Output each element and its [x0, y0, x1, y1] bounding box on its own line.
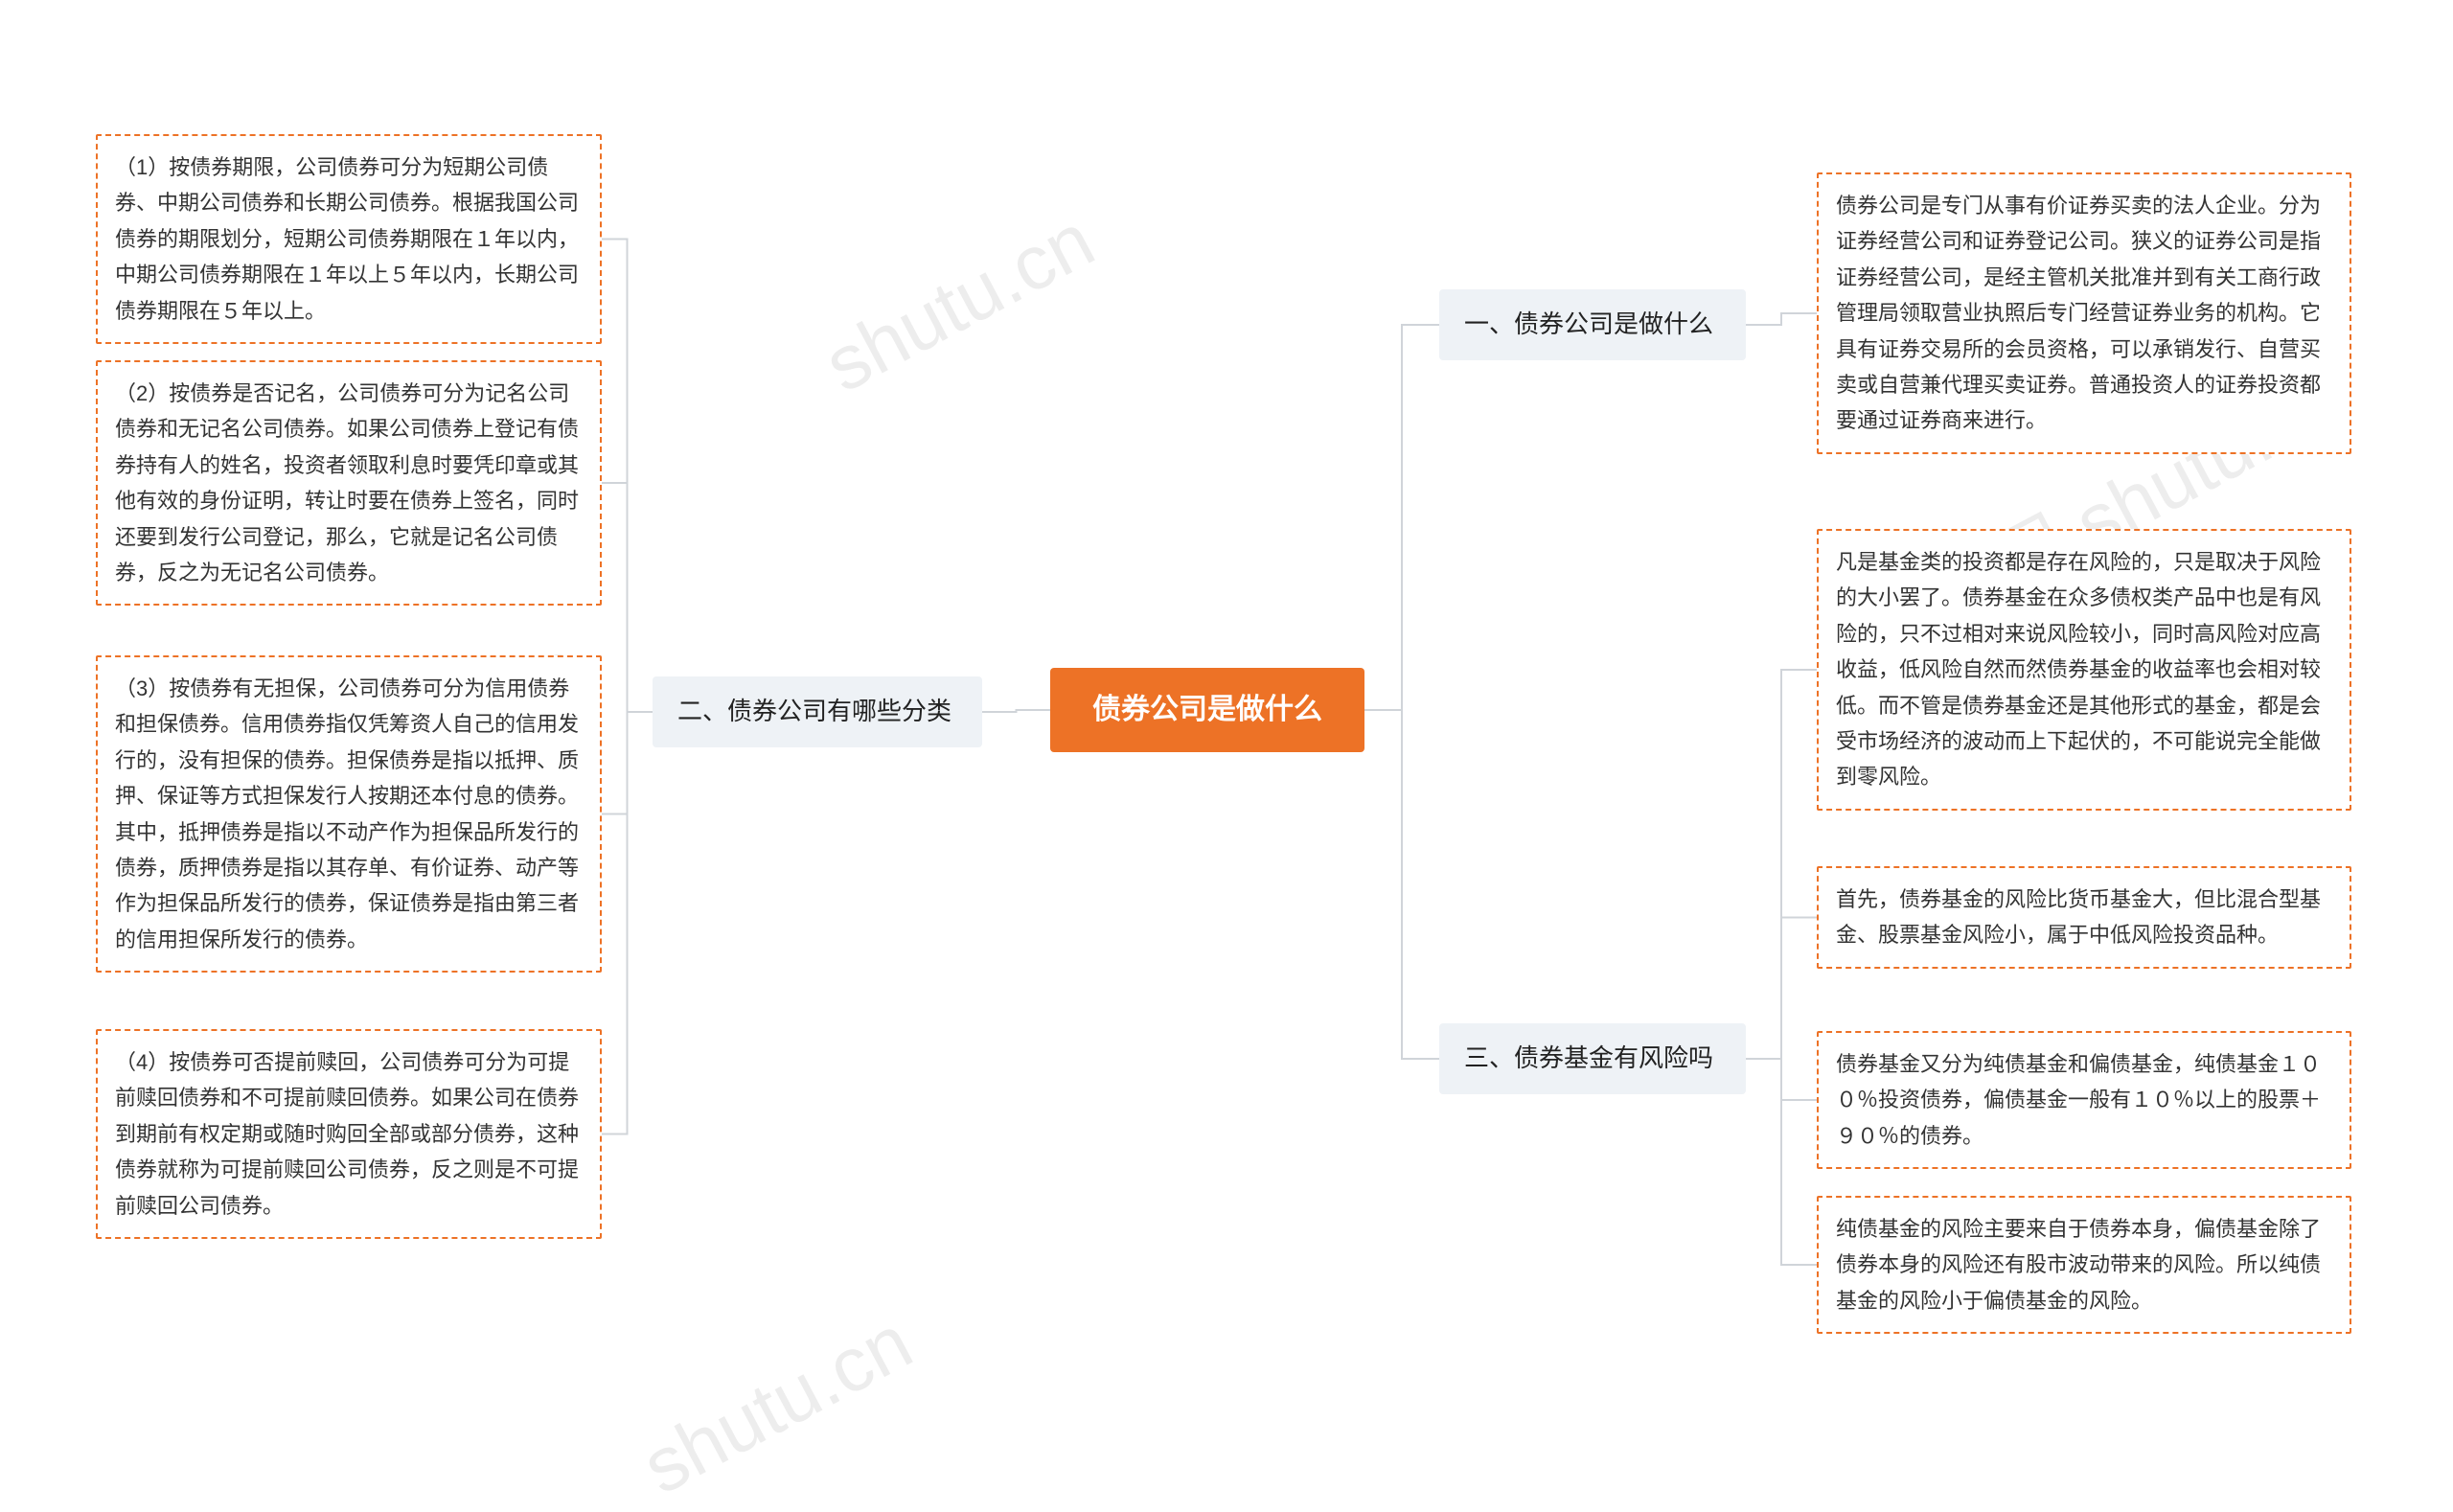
mindmap-canvas: 树图 shutu.cnshutu.cnshutu.cn树图 shutu.cn 债… — [0, 0, 2453, 1404]
classification-leaf-1[interactable]: （1）按债券期限，公司债券可分为短期公司债券、中期公司债券和长期公司债券。根据我… — [96, 134, 602, 344]
watermark: shutu.cn — [629, 1297, 926, 1511]
fund-risk-leaf-4[interactable]: 纯债基金的风险主要来自于债券本身，偏债基金除了债券本身的风险还有股市波动带来的风… — [1817, 1196, 2351, 1334]
classification-leaf-4[interactable]: （4）按债券可否提前赎回，公司债券可分为可提前赎回债券和不可提前赎回债券。如果公… — [96, 1029, 602, 1239]
classification-leaf-3[interactable]: （3）按债券有无担保，公司债券可分为信用债券和担保债券。信用债券指仅凭筹资人自己… — [96, 655, 602, 973]
root-node[interactable]: 债券公司是做什么 — [1050, 668, 1364, 752]
fund-risk-leaf-1[interactable]: 凡是基金类的投资都是存在风险的，只是取决于风险的大小罢了。债券基金在众多债权类产… — [1817, 529, 2351, 811]
branch-fund-risk[interactable]: 三、债券基金有风险吗 — [1439, 1023, 1746, 1094]
fund-risk-leaf-2[interactable]: 首先，债券基金的风险比货币基金大，但比混合型基金、股票基金风险小，属于中低风险投… — [1817, 866, 2351, 969]
branch-what-is[interactable]: 一、债券公司是做什么 — [1439, 289, 1746, 360]
classification-leaf-2[interactable]: （2）按债券是否记名，公司债券可分为记名公司债券和无记名公司债券。如果公司债券上… — [96, 360, 602, 606]
watermark: shutu.cn — [811, 195, 1108, 409]
branch-classification[interactable]: 二、债券公司有哪些分类 — [653, 676, 982, 747]
fund-risk-leaf-3[interactable]: 债券基金又分为纯债基金和偏债基金，纯债基金１００％投资债券，偏债基金一般有１０％… — [1817, 1031, 2351, 1169]
what-is-leaf-1[interactable]: 债券公司是专门从事有价证券买卖的法人企业。分为证券经营公司和证券登记公司。狭义的… — [1817, 172, 2351, 454]
